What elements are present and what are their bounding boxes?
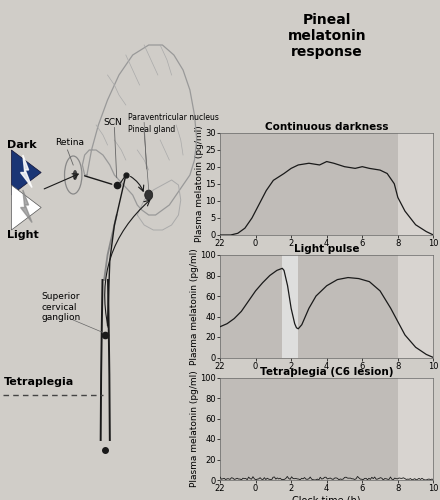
Text: Light: Light <box>7 230 39 239</box>
Circle shape <box>73 170 77 180</box>
Text: Dark: Dark <box>7 140 37 149</box>
Text: Pineal gland: Pineal gland <box>128 126 176 134</box>
Polygon shape <box>11 185 41 230</box>
Y-axis label: Plasma melatonin (pg/ml): Plasma melatonin (pg/ml) <box>190 370 199 487</box>
Text: Superior
cervical
ganglion: Superior cervical ganglion <box>41 292 81 322</box>
Title: Tetraplegia (C6 lesion): Tetraplegia (C6 lesion) <box>260 366 393 376</box>
Text: Retina: Retina <box>55 138 84 147</box>
Polygon shape <box>11 150 41 195</box>
X-axis label: Clock time (h): Clock time (h) <box>293 496 361 500</box>
Text: SCN: SCN <box>103 118 122 127</box>
Text: Paraventricular nucleus: Paraventricular nucleus <box>128 113 219 122</box>
Bar <box>398 255 433 358</box>
Polygon shape <box>21 190 32 222</box>
Bar <box>282 255 298 358</box>
Bar <box>398 378 433 480</box>
Bar <box>398 132 433 235</box>
Y-axis label: Plasma melatonin (pg/ml): Plasma melatonin (pg/ml) <box>195 126 204 242</box>
Title: Continuous darkness: Continuous darkness <box>265 122 389 132</box>
Ellipse shape <box>145 190 153 200</box>
Title: Light pulse: Light pulse <box>294 244 359 254</box>
Y-axis label: Plasma melatonin (pg/ml): Plasma melatonin (pg/ml) <box>190 248 199 364</box>
Polygon shape <box>21 155 32 188</box>
Text: Tetraplegia: Tetraplegia <box>4 377 73 387</box>
Text: Pineal
melatonin
response: Pineal melatonin response <box>287 12 366 59</box>
